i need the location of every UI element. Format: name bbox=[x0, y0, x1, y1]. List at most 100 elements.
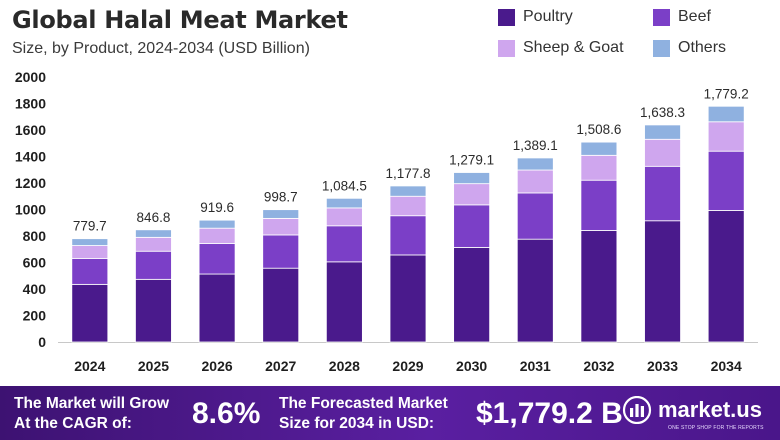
y-tick-label: 1800 bbox=[15, 96, 46, 112]
bar-segment-others bbox=[325, 197, 363, 209]
y-tick-label: 0 bbox=[38, 334, 46, 350]
legend-swatch-beef bbox=[653, 8, 670, 26]
legend-item-sheep-goat: Sheep & Goat bbox=[498, 39, 624, 57]
bar-segment-beef bbox=[135, 250, 172, 280]
bar-segment-poultry bbox=[707, 210, 745, 343]
bar-segment-sheep-goat bbox=[325, 207, 363, 227]
bar-segment-poultry bbox=[644, 220, 681, 343]
stacked-bar-chart: 0 200 400 600 800 1000 1200 1400 1600 1800 2000 779… bbox=[15, 69, 758, 374]
bar-segment-others bbox=[198, 219, 236, 229]
legend-label-poultry: Poultry bbox=[523, 8, 573, 25]
bar-segment-beef bbox=[198, 243, 236, 275]
y-tick-label: 1600 bbox=[15, 122, 46, 138]
legend-item-others: Others bbox=[653, 39, 726, 57]
bar-total-label: 919.6 bbox=[200, 200, 234, 215]
bar-segment-others bbox=[389, 185, 427, 197]
bar-segment-beef bbox=[71, 257, 109, 285]
bar-segment-poultry bbox=[516, 238, 554, 343]
bar-segment-sheep-goat bbox=[198, 227, 236, 244]
bar-segment-poultry bbox=[453, 246, 491, 343]
y-tick-label: 600 bbox=[23, 255, 47, 271]
bar-segment-beef bbox=[325, 225, 363, 263]
bar-segment-poultry bbox=[389, 254, 427, 343]
legend-item-beef: Beef bbox=[653, 8, 711, 26]
bar-segment-beef bbox=[453, 204, 491, 248]
x-tick-label: 2025 bbox=[138, 358, 169, 374]
bar-segment-others bbox=[707, 105, 745, 123]
chart-title: Global Halal Meat Market bbox=[12, 6, 348, 34]
bar-segment-beef bbox=[644, 165, 681, 222]
bar-total-label: 998.7 bbox=[264, 190, 298, 205]
bar-total-label: 779.7 bbox=[73, 219, 107, 234]
x-tick-label: 2029 bbox=[392, 358, 423, 374]
bar-segment-others bbox=[453, 172, 491, 185]
brand-tagline: ONE STOP SHOP FOR THE REPORTS bbox=[668, 425, 764, 431]
bar-total-label: 1,084.5 bbox=[322, 178, 367, 193]
x-tick-label: 2034 bbox=[711, 358, 742, 374]
bar-segment-others bbox=[135, 229, 172, 238]
y-tick-label: 400 bbox=[23, 281, 47, 297]
legend-swatch-sheep-goat bbox=[498, 39, 515, 57]
market-us-logo-icon bbox=[622, 396, 652, 424]
bar-total-label: 1,177.8 bbox=[385, 166, 430, 181]
x-tick-label: 2032 bbox=[583, 358, 614, 374]
y-tick-label: 2000 bbox=[15, 69, 46, 85]
bar-segment-others bbox=[71, 238, 109, 246]
bar-segment-others bbox=[262, 209, 300, 219]
bar-segment-beef bbox=[389, 215, 427, 256]
bar-segment-poultry bbox=[135, 278, 172, 343]
bar-segment-sheep-goat bbox=[580, 154, 618, 181]
x-tick-label: 2026 bbox=[202, 358, 233, 374]
legend-swatch-poultry bbox=[498, 8, 515, 26]
legend-label-sheep-goat: Sheep & Goat bbox=[523, 39, 624, 56]
bar-segment-sheep-goat bbox=[71, 245, 109, 259]
y-tick-label: 1400 bbox=[15, 149, 46, 165]
y-tick-label: 1200 bbox=[15, 175, 46, 191]
forecast-value: $1,779.2 B bbox=[476, 397, 623, 430]
bar-total-label: 846.8 bbox=[137, 210, 171, 225]
x-tick-label: 2028 bbox=[329, 358, 360, 374]
x-tick-label: 2033 bbox=[647, 358, 678, 374]
chart-legend: Poultry Beef Sheep & Goat Others bbox=[498, 8, 778, 64]
bar-total-label: 1,779.2 bbox=[704, 86, 749, 101]
bar-segment-beef bbox=[262, 234, 300, 269]
y-tick-label: 1000 bbox=[15, 202, 46, 218]
bar-segment-sheep-goat bbox=[644, 138, 681, 167]
bar-total-label: 1,279.1 bbox=[449, 153, 494, 168]
chart-subtitle: Size, by Product, 2024-2034 (USD Billion… bbox=[12, 40, 310, 57]
legend-label-others: Others bbox=[678, 39, 727, 56]
bar-segment-poultry bbox=[262, 267, 300, 343]
legend-swatch-others bbox=[653, 39, 670, 57]
forecast-label-line2: Size for 2034 in USD: bbox=[279, 415, 435, 432]
x-tick-label: 2031 bbox=[520, 358, 551, 374]
bar-segment-others bbox=[580, 141, 618, 156]
bar-segment-poultry bbox=[198, 273, 236, 343]
bar-segment-sheep-goat bbox=[453, 183, 491, 206]
bar-segment-sheep-goat bbox=[516, 169, 554, 194]
forecast-label-line1: The Forecasted Market bbox=[279, 395, 448, 412]
bar-total-label: 1,389.1 bbox=[513, 138, 558, 153]
bar-segment-sheep-goat bbox=[135, 236, 172, 252]
bar-segment-sheep-goat bbox=[389, 195, 427, 217]
y-tick-label: 200 bbox=[23, 308, 47, 324]
legend-item-poultry: Poultry bbox=[498, 8, 573, 26]
x-tick-label: 2024 bbox=[74, 358, 105, 374]
x-tick-label: 2027 bbox=[265, 358, 296, 374]
bar-segment-sheep-goat bbox=[707, 121, 745, 152]
bar-segment-others bbox=[644, 124, 681, 140]
brand-name: market.us bbox=[658, 397, 762, 422]
y-tick-label: 800 bbox=[23, 228, 47, 244]
brand-logo[interactable]: market.us bbox=[622, 396, 762, 424]
cagr-label-line2: At the CAGR of: bbox=[14, 415, 132, 432]
cagr-label-line1: The Market will Grow bbox=[14, 395, 170, 412]
legend-label-beef: Beef bbox=[678, 8, 711, 25]
x-tick-label: 2030 bbox=[456, 358, 487, 374]
bar-total-label: 1,508.6 bbox=[576, 122, 621, 137]
bar-segment-beef bbox=[516, 192, 554, 240]
bar-total-label: 1,638.3 bbox=[640, 105, 685, 120]
footer-banner: The Market will Grow At the CAGR of: 8.6… bbox=[0, 386, 780, 440]
cagr-value: 8.6% bbox=[192, 397, 261, 430]
bar-segment-beef bbox=[580, 179, 618, 231]
bar-segment-poultry bbox=[71, 283, 109, 343]
bar-segment-others bbox=[516, 157, 554, 171]
